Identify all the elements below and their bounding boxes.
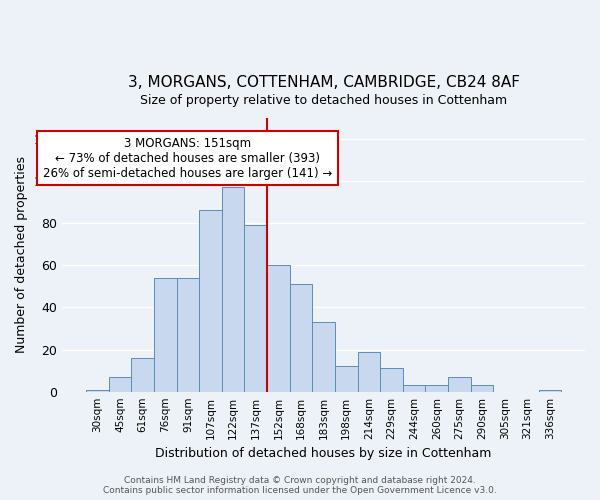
Bar [380,368,403,392]
Bar [176,278,199,392]
Text: 3 MORGANS: 151sqm
← 73% of detached houses are smaller (393)
26% of semi-detache: 3 MORGANS: 151sqm ← 73% of detached hous… [43,136,332,180]
X-axis label: Distribution of detached houses by size in Cottenham: Distribution of detached houses by size … [155,447,492,460]
Bar [154,278,176,392]
Bar [267,265,290,392]
Bar [471,386,493,392]
Y-axis label: Number of detached properties: Number of detached properties [15,156,28,353]
Bar [335,366,358,392]
Bar [448,377,471,392]
Bar [86,390,109,392]
Text: Size of property relative to detached houses in Cottenham: Size of property relative to detached ho… [140,94,507,106]
Bar [109,377,131,392]
Bar [425,386,448,392]
Text: Contains HM Land Registry data © Crown copyright and database right 2024.
Contai: Contains HM Land Registry data © Crown c… [103,476,497,495]
Bar [199,210,222,392]
Bar [290,284,313,392]
Bar [539,390,561,392]
Bar [358,352,380,392]
Bar [222,187,244,392]
Bar [313,322,335,392]
Bar [244,225,267,392]
Title: 3, MORGANS, COTTENHAM, CAMBRIDGE, CB24 8AF: 3, MORGANS, COTTENHAM, CAMBRIDGE, CB24 8… [128,75,520,90]
Bar [131,358,154,392]
Bar [403,386,425,392]
